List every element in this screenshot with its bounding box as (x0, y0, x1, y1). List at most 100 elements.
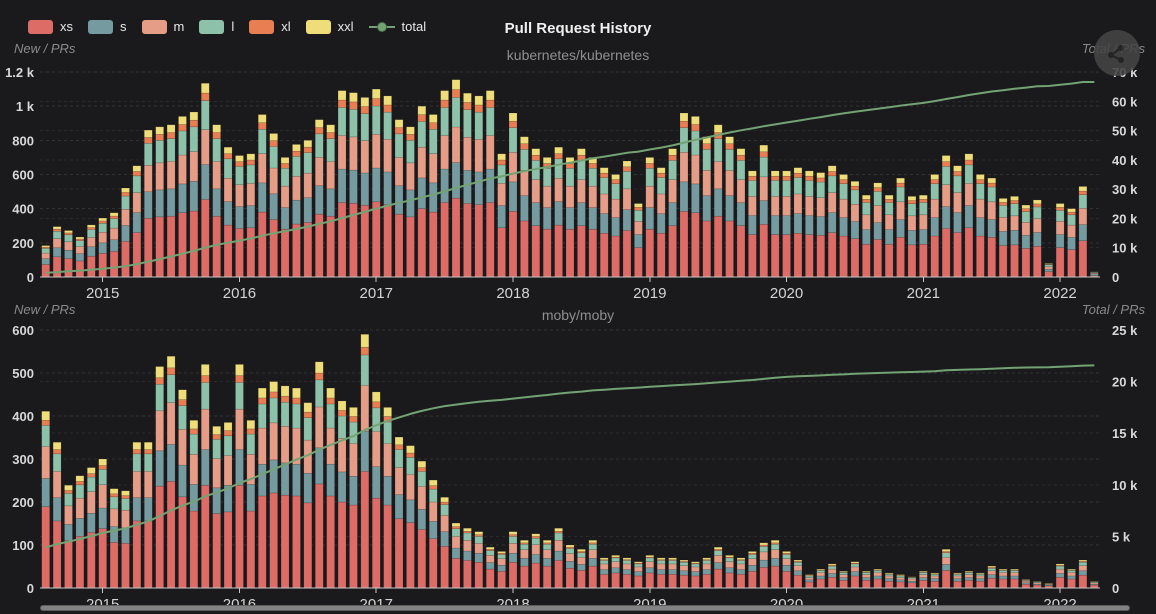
bar-segment-xxl (520, 540, 529, 544)
bar-segment-xs (588, 228, 598, 278)
bar-segment-xl (827, 171, 837, 177)
bar-segment-xxl (349, 407, 358, 417)
bar-segment-m (782, 558, 791, 566)
bar-segment-s (588, 207, 598, 230)
bar-segment-xs (394, 518, 404, 589)
bar-segment-l (998, 570, 1008, 573)
bar-segment-xl (235, 375, 244, 383)
bar-segment-xxl (371, 88, 381, 99)
legend-item-l[interactable]: l (199, 19, 234, 34)
bar-segment-m (349, 443, 358, 477)
bar-segment-xxl (178, 389, 187, 400)
bar-segment-xxl (941, 155, 951, 162)
bar-segment-xxl (166, 124, 176, 133)
bar-segment-s (588, 558, 598, 567)
bar-segment-m (520, 170, 529, 196)
bar-segment-s (394, 185, 404, 215)
bar-segment-l (793, 561, 803, 566)
bar-segment-l (531, 537, 541, 545)
bar-segment-m (599, 193, 609, 214)
bar-segment-xxl (75, 236, 85, 240)
legend-item-xl[interactable]: xl (249, 19, 291, 34)
bar-segment-xxl (850, 561, 860, 564)
bar-segment-s (976, 578, 985, 582)
bar-segment-xxl (919, 194, 928, 200)
bar-segment-xs (417, 529, 427, 589)
bar-segment-xxl (896, 177, 905, 184)
bar-segment-l (383, 421, 392, 444)
bar-segment-l (736, 560, 746, 565)
bar-segment-l (816, 181, 825, 198)
legend-item-s[interactable]: s (88, 19, 127, 34)
bar-segment-xxl (451, 79, 461, 90)
bar-segment-l (679, 127, 689, 153)
legend-item-m[interactable]: m (141, 19, 184, 34)
bar-segment-xs (223, 511, 233, 589)
bar-segment-xs (850, 575, 860, 589)
bar-segment-m (315, 157, 324, 187)
bar-segment-s (987, 574, 996, 579)
bar-segment-l (201, 100, 210, 130)
bar-segment-l (508, 536, 518, 544)
bar-segment-m (474, 139, 484, 173)
bar-segment-m (873, 572, 882, 577)
bar-segment-s (953, 578, 962, 582)
bar-segment-xs (155, 216, 164, 278)
bar-segment-xl (622, 166, 632, 172)
bar-segment-l (189, 433, 199, 455)
bar-segment-s (315, 185, 324, 215)
bar-segment-xl (873, 187, 882, 192)
bar-segment-xs (258, 211, 267, 278)
bar-segment-xl (292, 397, 301, 405)
bar-segment-xl (691, 124, 700, 132)
bar-segment-m (839, 198, 848, 218)
legend-item-total[interactable]: total (368, 19, 426, 34)
bar-segment-xs (668, 573, 677, 589)
bar-segment-m (884, 575, 894, 579)
bar-segment-s (645, 567, 655, 574)
bar-segment-l (656, 560, 666, 565)
bar-segment-xxl (189, 420, 199, 430)
bar-segment-s (121, 527, 130, 544)
bar-segment-xl (144, 137, 153, 144)
bar-segment-xs (144, 217, 153, 278)
bar-segment-m (987, 570, 996, 575)
bar-segment-l (793, 177, 803, 195)
horizontal-scrollbar[interactable] (40, 605, 1130, 611)
bar-segment-l (839, 572, 848, 575)
bar-segment-m (691, 566, 700, 572)
bar-segment-xs (713, 568, 723, 589)
legend-label-l: l (231, 19, 235, 34)
bar-segment-xxl (748, 170, 757, 177)
bar-segment-xs (611, 235, 620, 278)
bar-segment-xs (360, 471, 370, 589)
bar-segment-xxl (292, 144, 301, 152)
bar-segment-l (87, 476, 96, 492)
bar-segment-xs (930, 580, 939, 589)
share-button[interactable] (1094, 30, 1140, 76)
right-tick-label: 30 k (1112, 182, 1138, 197)
bar-segment-m (497, 558, 506, 566)
bar-segment-xs (565, 228, 575, 278)
bar-segment-xl (52, 228, 62, 232)
bar-segment-s (554, 550, 563, 561)
bar-segment-l (725, 557, 734, 563)
bar-segment-m (554, 178, 563, 202)
bar-segment-xl (201, 375, 210, 383)
bar-segment-l (1033, 206, 1042, 219)
bar-segment-xl (896, 182, 905, 188)
bar-segment-s (201, 449, 210, 486)
legend-item-xs[interactable]: xs (28, 19, 73, 34)
bar-segment-xs (759, 567, 769, 589)
bar-segment-s (599, 569, 609, 575)
bar-segment-m (75, 497, 85, 519)
bar-segment-s (212, 188, 221, 217)
bar-segment-xl (839, 179, 848, 184)
legend-item-xxl[interactable]: xxl (305, 19, 354, 34)
bar-segment-s (634, 234, 643, 248)
bar-segment-l (588, 543, 598, 550)
bar-segment-l (599, 560, 609, 565)
bar-segment-xxl (884, 194, 894, 200)
bar-segment-l (520, 149, 529, 171)
bar-segment-m (816, 197, 825, 217)
